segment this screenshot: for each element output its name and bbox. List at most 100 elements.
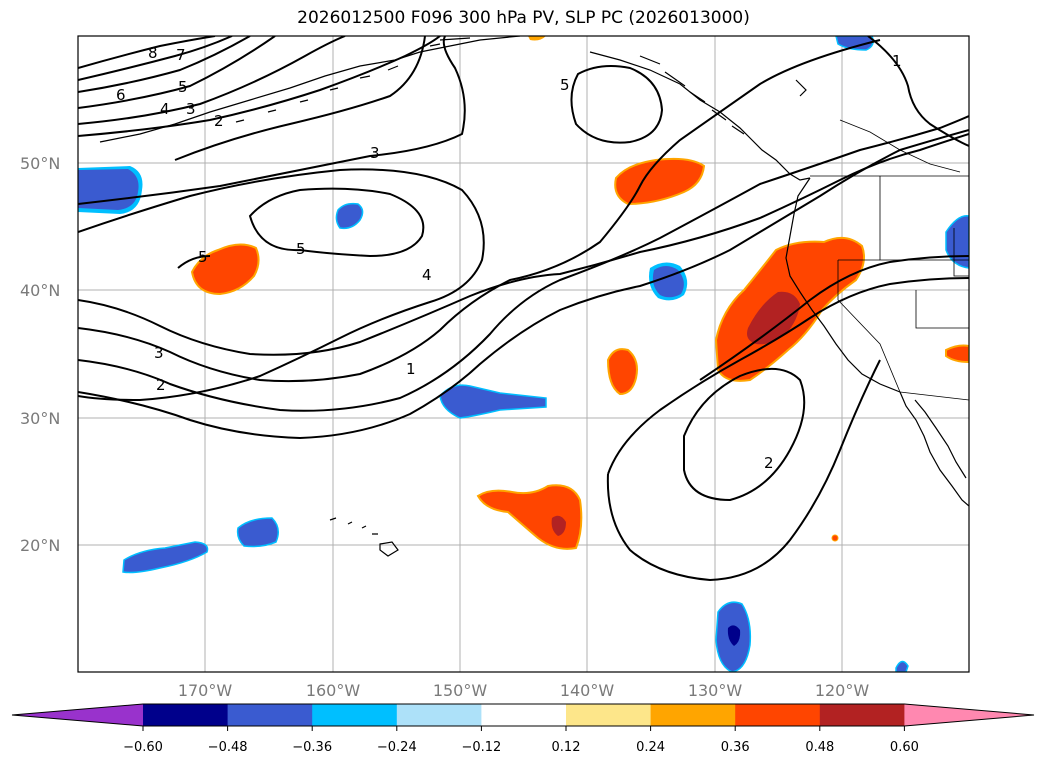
lat-label-40n: 40°N [20, 281, 60, 300]
contour-labels: 8 7 6 5 4 3 2 3 5 5 4 3 2 1 5 2 1 [116, 44, 902, 472]
contour-3-mid [78, 36, 466, 205]
lon-label-150w: 150°W [433, 681, 488, 700]
colorbar-tick-label: 0.60 [890, 740, 919, 755]
pv-pos-core [551, 515, 566, 536]
pv-neg-area [236, 517, 279, 548]
pv-neg-area [895, 660, 909, 672]
political-borders [810, 119, 969, 401]
pv-neg-area [78, 169, 139, 210]
lon-label-120w: 120°W [815, 681, 870, 700]
contour-5-small [177, 255, 211, 269]
lat-label-50n: 50°N [20, 154, 60, 173]
lon-label-160w: 160°W [306, 681, 361, 700]
contour-3-lower [78, 168, 485, 402]
lat-label-30n: 30°N [20, 409, 60, 428]
border-states-2 [837, 259, 901, 393]
map-frame [77, 35, 970, 673]
longitude-labels: 170°W 160°W 150°W 140°W 130°W 120°W [178, 681, 870, 700]
colorbar-extend-low [12, 704, 143, 726]
colorbar-tick-label: −0.36 [292, 740, 332, 755]
border-us-mexico [899, 391, 969, 401]
pv-neg-core [727, 625, 741, 646]
contour-5-mid [248, 187, 425, 258]
lon-label-140w: 140°W [560, 681, 615, 700]
colorbar-segment [566, 704, 652, 726]
colorbar-segment [143, 704, 229, 726]
border-states-3 [915, 290, 969, 329]
pv-pos-area [528, 36, 546, 41]
colorbar-tick-label: −0.24 [377, 740, 417, 755]
colorbar-tick-label: −0.48 [208, 740, 248, 755]
contour-1-long [78, 39, 881, 383]
colorbar-tick-label: −0.60 [123, 740, 163, 755]
contour-label: 5 [296, 240, 306, 258]
colorbar: −0.60 −0.48 −0.36 −0.24 −0.12 0.12 0.24 0.36 0.4… [11, 703, 1035, 755]
contour-label: 8 [148, 44, 158, 62]
slp-contours [78, 36, 969, 582]
contour-8 [78, 36, 216, 69]
contour-4-long [78, 133, 969, 356]
contour-label: 7 [176, 46, 186, 64]
contour-2-long [78, 115, 969, 412]
colorbar-segment [735, 704, 821, 726]
contour-5-gulf-alaska [570, 65, 664, 144]
pv-neg-area [439, 384, 547, 419]
colorbar-segment [227, 704, 313, 726]
contour-label: 3 [370, 144, 380, 162]
contour-label: 3 [186, 100, 196, 118]
contour-1-north-east [699, 255, 969, 381]
contour-1-south [606, 359, 881, 582]
colorbar-tick-label: 0.24 [636, 740, 665, 755]
coastline-us-west [785, 177, 901, 393]
lon-label-170w: 170°W [178, 681, 233, 700]
contour-5-top [78, 36, 276, 109]
lat-label-20n: 20°N [20, 536, 60, 555]
contour-label: 1 [406, 360, 416, 378]
pv-pos-area [945, 344, 969, 364]
contour-6 [78, 36, 251, 93]
colorbar-tick-label: 0.36 [721, 740, 750, 755]
colorbar-tick-label: −0.12 [461, 740, 501, 755]
pv-pos-area [831, 534, 839, 542]
contour-2-low [683, 367, 806, 502]
lake-outline [795, 79, 807, 97]
colorbar-segment [650, 704, 736, 726]
contour-2-top [174, 36, 426, 161]
contour-label: 5 [178, 78, 188, 96]
contour-label: 1 [892, 52, 902, 70]
contour-label: 3 [154, 344, 164, 362]
pv-pos-core [747, 291, 800, 345]
colorbar-tick-label: 0.12 [552, 740, 581, 755]
coastline-hawaii [329, 517, 399, 557]
contour-4-top [78, 36, 346, 125]
map-area [78, 36, 969, 672]
colorbar-segment [819, 704, 905, 726]
pv-neg-area [335, 202, 364, 230]
coastline-alaska [99, 36, 521, 143]
coastline-gulf-california [914, 399, 967, 479]
latitude-labels: 50°N 40°N 30°N 20°N [20, 154, 60, 555]
contour-label: 6 [116, 86, 126, 104]
colorbar-extend-high [904, 704, 1034, 726]
coastline-aleutian-islands [235, 37, 471, 123]
colorbar-segment [396, 704, 482, 726]
contour-1-canada [867, 36, 969, 147]
contour-7 [78, 36, 233, 81]
contour-label: 2 [156, 376, 166, 394]
contour-1-east [607, 277, 969, 475]
colorbar-segment [481, 704, 567, 726]
coastline-bc-islands [639, 55, 745, 135]
contour-label: 4 [422, 266, 432, 284]
contour-3-top [78, 36, 441, 137]
pv-neg-area [122, 541, 209, 574]
contour-label: 5 [560, 76, 570, 94]
contour-label: 2 [764, 454, 774, 472]
colorbar-tick-label: 0.48 [805, 740, 834, 755]
contour-label: 4 [160, 100, 170, 118]
contour-label: 5 [198, 248, 208, 266]
pv-positive-areas [190, 36, 969, 550]
coastline-baja [899, 391, 969, 507]
contour-label: 2 [214, 112, 224, 130]
colorbar-segment [312, 704, 398, 726]
